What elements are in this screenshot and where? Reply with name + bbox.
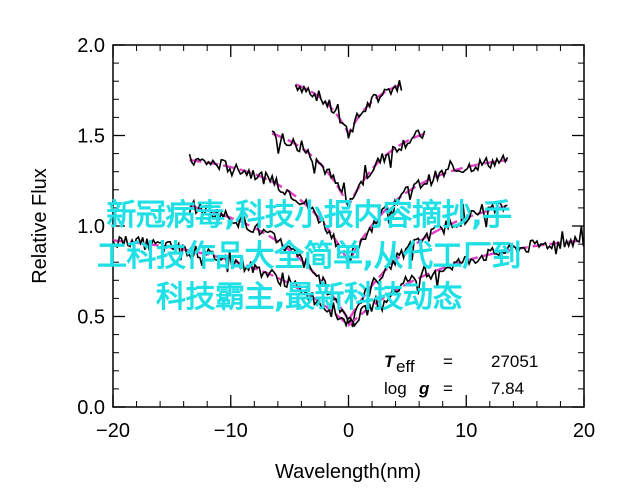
- teff-value: 27051: [491, 352, 538, 371]
- observed-line-3: [188, 153, 509, 264]
- logg-label: log: [384, 379, 407, 398]
- observed-line-1: [294, 80, 403, 139]
- y-tick-label: 0.0: [77, 397, 105, 419]
- y-tick-label: 0.5: [77, 307, 105, 329]
- parameter-annotation: T eff = 27051 log g = 7.84: [384, 352, 538, 398]
- observed-line-4: [188, 198, 508, 328]
- observed-line-2: [271, 129, 426, 210]
- x-tick-label: −10: [214, 420, 248, 442]
- logg-equals: =: [443, 379, 453, 398]
- observed-line-5: [112, 225, 585, 328]
- x-tick-label: −20: [96, 420, 130, 442]
- y-tick-label: 2.0: [77, 35, 105, 57]
- overlay-line-2: 工科技作品大全简单,从代工厂到: [97, 239, 521, 274]
- overlay-line-3: 科技霸主,最新科技动态: [156, 280, 462, 315]
- x-axis-label: Wavelength(nm): [275, 461, 421, 483]
- model-line-5: [112, 239, 584, 327]
- y-tick-label: 1.0: [77, 216, 105, 238]
- teff-subscript: eff: [396, 357, 415, 376]
- y-axis-label: Relative Flux: [29, 168, 51, 284]
- logg-symbol: g: [418, 379, 430, 398]
- overlay-line-1: 新冠病毒,科技小报内容摘抄,手: [106, 198, 512, 233]
- series-layer: [112, 80, 585, 328]
- y-tick-label: 1.5: [77, 126, 105, 148]
- model-line-1: [295, 83, 402, 137]
- teff-equals: =: [443, 352, 453, 371]
- logg-value: 7.84: [491, 379, 524, 398]
- x-tick-label: 20: [573, 420, 595, 442]
- x-tick-label: 10: [455, 420, 477, 442]
- teff-symbol: T: [384, 352, 396, 371]
- ticks-layer: −20 −10 0 10 20 0.0 0.5 1.0 1.5 2.0: [77, 35, 595, 442]
- x-tick-label: 0: [343, 420, 354, 442]
